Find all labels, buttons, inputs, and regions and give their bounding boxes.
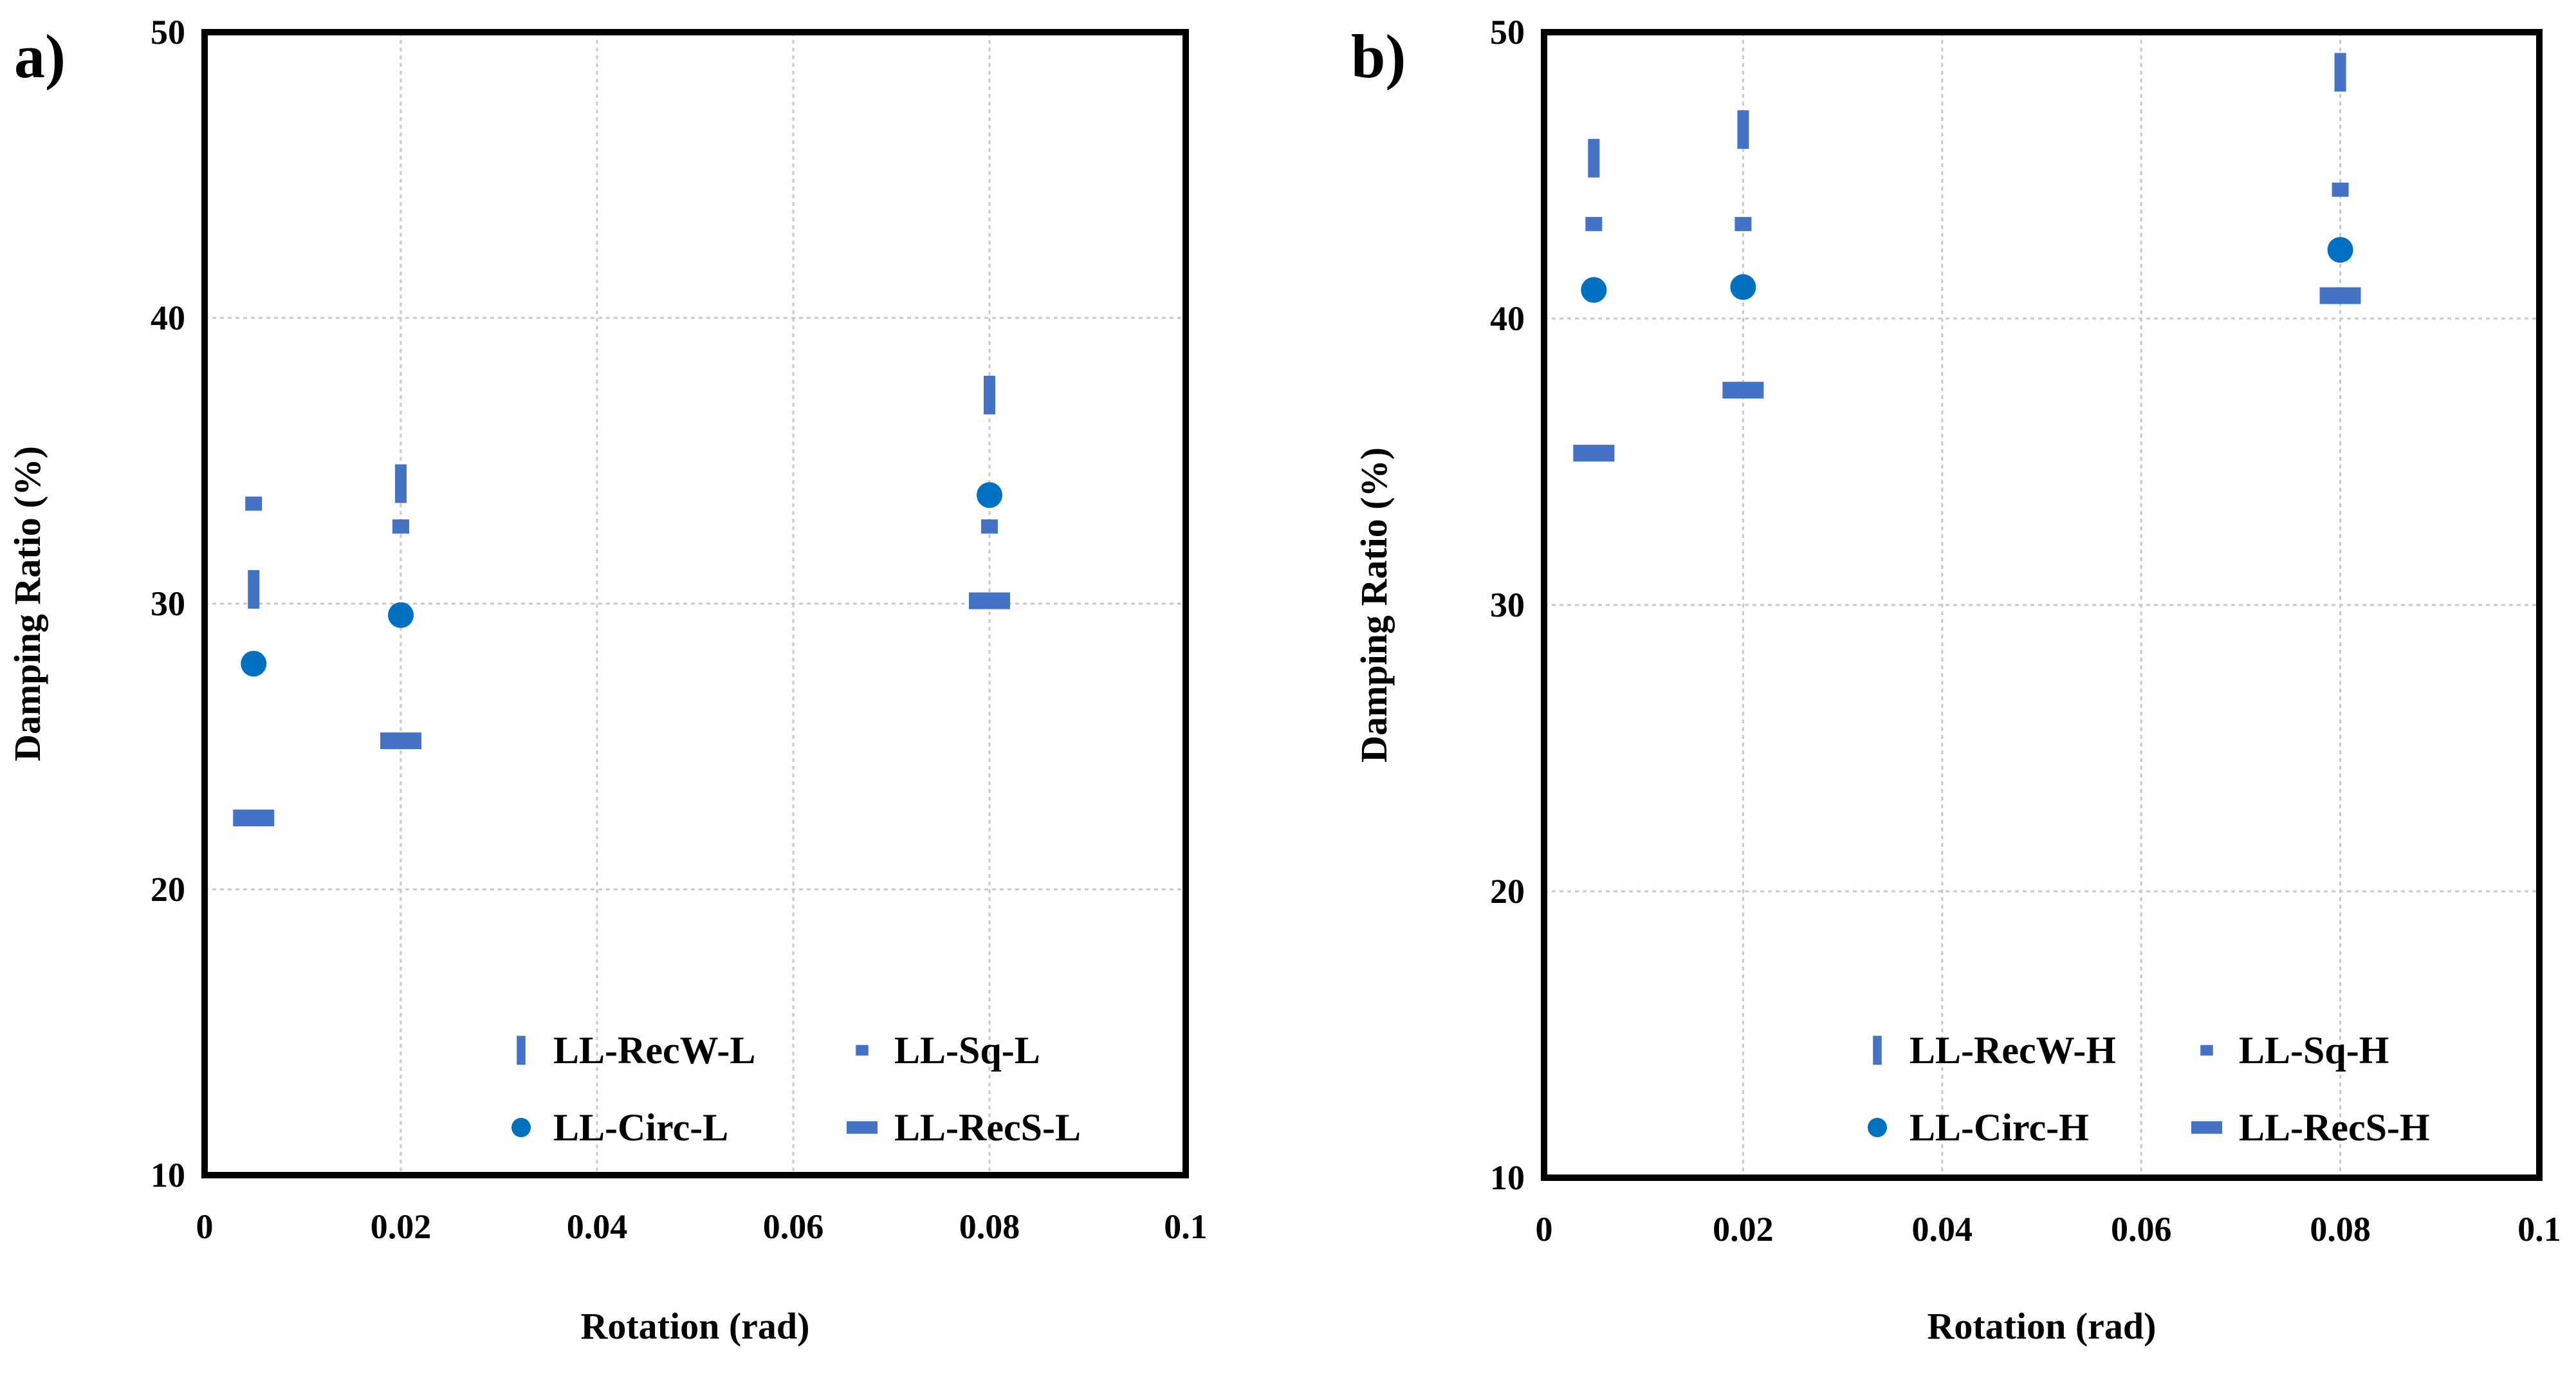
legend-marker-circle (1868, 1118, 1887, 1137)
x-tick-label: 0.06 (763, 1207, 824, 1246)
legend-entry: LL-Sq-H (2200, 1029, 2389, 1072)
series-ll-recw-h (1588, 53, 2346, 178)
legend-label: LL-Circ-H (1909, 1106, 2089, 1149)
data-point (2332, 182, 2349, 197)
legend-marker-circle (511, 1118, 531, 1137)
legend-label: LL-RecW-L (553, 1029, 755, 1072)
x-tick-label: 0.08 (959, 1207, 1020, 1246)
data-point (1730, 274, 1756, 301)
data-point (984, 375, 995, 414)
x-tick-label: 0.02 (371, 1207, 432, 1246)
data-point (1588, 138, 1600, 178)
y-axis-title: Damping Ratio (%) (6, 446, 48, 761)
series-ll-circ-l (241, 482, 1002, 677)
x-axis-title: Rotation (rad) (580, 1305, 809, 1347)
legend-entry: LL-RecS-L (847, 1106, 1081, 1149)
data-point (233, 810, 275, 826)
y-tick-label: 10 (151, 1156, 185, 1194)
panel-label: a) (14, 22, 66, 91)
y-axis-title: Damping Ratio (%) (1353, 447, 1395, 763)
x-tick-label: 0.1 (1164, 1207, 1208, 1246)
y-tick-label: 30 (151, 584, 185, 623)
y-tick-label: 20 (151, 870, 185, 909)
series-ll-recw-l (248, 375, 995, 609)
x-tick-label: 0.02 (1713, 1210, 1774, 1249)
data-point (977, 482, 1002, 508)
legend-label: LL-RecS-H (2239, 1106, 2430, 1149)
legend-label: LL-RecW-H (1909, 1029, 2116, 1072)
data-point (1737, 110, 1749, 149)
data-point (392, 519, 409, 534)
legend-entry: LL-RecS-H (2191, 1106, 2430, 1149)
y-tick-label: 50 (151, 13, 185, 51)
data-point (241, 651, 267, 677)
data-point (248, 570, 260, 609)
y-tick-label: 30 (1490, 586, 1525, 624)
legend-entry: LL-Circ-L (511, 1106, 728, 1149)
data-point (2334, 53, 2346, 92)
y-tick-label: 40 (151, 299, 185, 337)
plot-frame (201, 29, 1189, 1178)
series-ll-sq-l (245, 496, 998, 534)
legend-marker-hbar (847, 1121, 878, 1134)
x-tick-label: 0.04 (1912, 1210, 1973, 1249)
chart-panel-b: 10 20 30 40 50 0 0.02 0.04 0.06 0.08 0.1 Rotation (… (1351, 13, 2561, 1347)
legend-marker-vbar (517, 1035, 526, 1065)
x-tick-label: 0 (1536, 1210, 1553, 1249)
data-point (1585, 217, 1603, 232)
legend-marker-hbar (2191, 1121, 2222, 1134)
data-point (380, 732, 421, 750)
series-ll-sq-h (1585, 182, 2349, 232)
data-point (981, 519, 998, 534)
data-point (1573, 445, 1615, 462)
y-tick-label: 20 (1490, 872, 1525, 911)
y-tick-label: 10 (1490, 1158, 1525, 1197)
legend-entry: LL-Circ-H (1868, 1106, 2089, 1149)
legend-label: LL-Circ-L (553, 1106, 728, 1149)
x-tick-label: 0.04 (567, 1207, 628, 1246)
y-tick-label: 50 (1490, 13, 1525, 51)
series-ll-circ-h (1581, 237, 2353, 303)
data-point (245, 496, 262, 511)
data-point (969, 592, 1010, 609)
data-point (388, 602, 414, 628)
x-axis-title: Rotation (rad) (1927, 1305, 2156, 1347)
data-point (1722, 382, 1764, 399)
x-tick-label: 0 (196, 1207, 214, 1246)
data-point (395, 464, 407, 503)
legend-entry: LL-RecW-L (517, 1029, 755, 1072)
data-point (2327, 237, 2353, 263)
x-tick-label: 0.1 (2517, 1210, 2561, 1249)
chart-panel-a: 10 20 30 40 50 0 0.02 0.04 0.06 0.08 0.1 Rotation (… (6, 13, 1208, 1347)
data-point (1581, 277, 1607, 303)
legend-marker-square (2200, 1044, 2213, 1056)
legend-label: LL-Sq-H (2239, 1029, 2389, 1072)
data-point (1734, 217, 1752, 232)
data-point (2319, 287, 2361, 304)
plot-frame (1541, 29, 2543, 1181)
x-tick-label: 0.08 (2310, 1210, 2371, 1249)
legend-entry: LL-RecW-H (1873, 1029, 2116, 1072)
legend-entry: LL-Sq-L (856, 1029, 1040, 1072)
legend-label: LL-RecS-L (894, 1106, 1081, 1149)
x-tick-label: 0.06 (2111, 1210, 2172, 1249)
series-ll-recs-h (1573, 287, 2361, 462)
legend-marker-vbar (1873, 1035, 1882, 1065)
legend-label: LL-Sq-L (894, 1029, 1040, 1072)
legend-marker-square (856, 1044, 869, 1056)
panel-label: b) (1351, 22, 1406, 91)
y-tick-label: 40 (1490, 299, 1525, 338)
series-ll-recs-l (233, 592, 1010, 826)
